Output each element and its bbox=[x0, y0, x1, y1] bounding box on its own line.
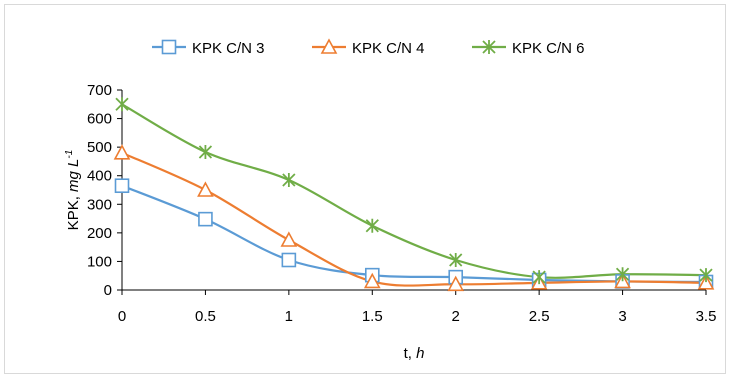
y-tick-label: 200 bbox=[87, 225, 112, 242]
data-point bbox=[281, 252, 297, 268]
legend-label: KPK C/N 6 bbox=[512, 40, 585, 57]
legend-label: KPK C/N 3 bbox=[192, 40, 265, 57]
y-tick-label: 300 bbox=[87, 196, 112, 213]
y-axis-title: KPK, mg L-1 bbox=[64, 150, 82, 231]
data-point bbox=[447, 275, 465, 292]
data-point bbox=[449, 253, 463, 267]
y-tick-label: 0 bbox=[104, 282, 112, 299]
y-tick-label: 400 bbox=[87, 168, 112, 185]
y-tick-label: 700 bbox=[87, 82, 112, 99]
x-tick-label: 0.5 bbox=[195, 308, 216, 325]
legend-item: KPK C/N 3 bbox=[152, 39, 265, 57]
data-point bbox=[115, 97, 129, 112]
x-tick-label: 1 bbox=[285, 308, 293, 325]
data-point bbox=[363, 272, 381, 289]
legend-item: KPK C/N 4 bbox=[312, 38, 425, 57]
data-point bbox=[615, 267, 630, 282]
x-axis-title-unit: h bbox=[416, 345, 424, 362]
data-point bbox=[198, 145, 213, 159]
x-tick-label: 2.5 bbox=[529, 308, 550, 325]
series-group bbox=[113, 97, 715, 292]
legend-swatch-marker bbox=[161, 39, 177, 55]
y-axis-title-main: KPK, bbox=[65, 192, 82, 230]
x-axis-title: t, h bbox=[404, 345, 425, 362]
legend-label: KPK C/N 4 bbox=[352, 40, 425, 57]
series-2 bbox=[121, 151, 707, 287]
data-point bbox=[280, 231, 298, 247]
series-line bbox=[121, 103, 707, 279]
y-tick-label: 600 bbox=[87, 111, 112, 128]
legend-swatch-marker bbox=[320, 38, 338, 54]
data-point bbox=[198, 211, 213, 227]
legend: KPK C/N 3 KPK C/N 4 KPK C/N 6 bbox=[152, 38, 585, 57]
series-3 bbox=[121, 103, 707, 279]
y-tick-label: 100 bbox=[87, 253, 112, 270]
axes: 0 100 200 300 400 500 600 700 0 0.5 1 1.5 2 2.5 3 3.5 bbox=[87, 82, 716, 325]
series-1 bbox=[121, 184, 707, 284]
data-point bbox=[699, 268, 713, 283]
series-line bbox=[121, 151, 707, 287]
data-point bbox=[114, 178, 130, 194]
data-point bbox=[697, 274, 715, 290]
data-point bbox=[113, 144, 131, 160]
y-axis-title-unit: mg L bbox=[65, 159, 82, 192]
x-tick-label: 3 bbox=[618, 308, 626, 325]
series-line bbox=[121, 184, 707, 284]
data-point bbox=[365, 218, 379, 233]
x-tick-label: 0 bbox=[118, 308, 126, 325]
x-axis-title-main: t, bbox=[404, 345, 417, 362]
x-tick-label: 1.5 bbox=[362, 308, 383, 325]
series-2-markers bbox=[113, 144, 715, 292]
legend-swatch-marker bbox=[482, 40, 496, 54]
data-point bbox=[282, 173, 296, 187]
series-3-markers bbox=[115, 97, 713, 285]
data-point bbox=[532, 270, 546, 285]
data-point bbox=[197, 181, 214, 197]
x-tick-label: 2 bbox=[452, 308, 460, 325]
legend-item: KPK C/N 6 bbox=[472, 40, 585, 57]
y-tick-label: 500 bbox=[87, 139, 112, 156]
y-axis-title-exponent: -1 bbox=[64, 150, 75, 159]
x-tick-label: 3.5 bbox=[696, 308, 717, 325]
